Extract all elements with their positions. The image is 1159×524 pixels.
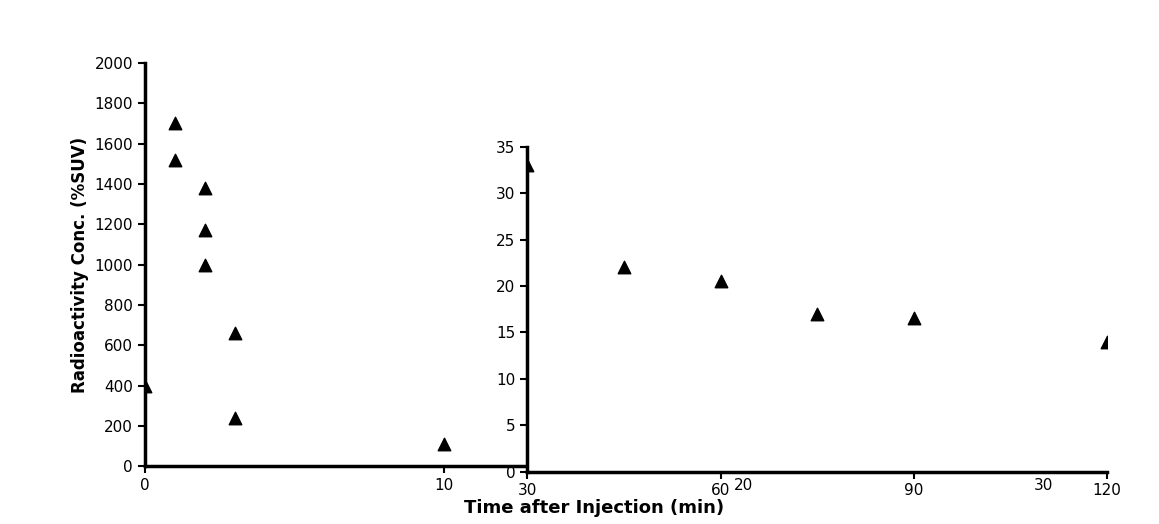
Point (518, 161, 537, 169)
Point (196, 260, 214, 269)
Point (735, 453, 753, 462)
Point (614, 263, 633, 271)
Point (196, 184, 214, 192)
Point (225, 329, 245, 337)
Point (435, 440, 453, 449)
Y-axis label: Radioactivity Conc. (%SUV): Radioactivity Conc. (%SUV) (71, 137, 89, 392)
Point (1098, 337, 1116, 346)
X-axis label: Time after Injection (min): Time after Injection (min) (464, 499, 724, 517)
Point (1034, 462, 1052, 470)
Point (225, 414, 245, 422)
Point (712, 277, 730, 286)
Point (808, 310, 826, 318)
Point (904, 314, 923, 323)
Point (196, 226, 214, 235)
Point (166, 156, 184, 164)
Point (136, 381, 154, 390)
Point (166, 119, 184, 128)
